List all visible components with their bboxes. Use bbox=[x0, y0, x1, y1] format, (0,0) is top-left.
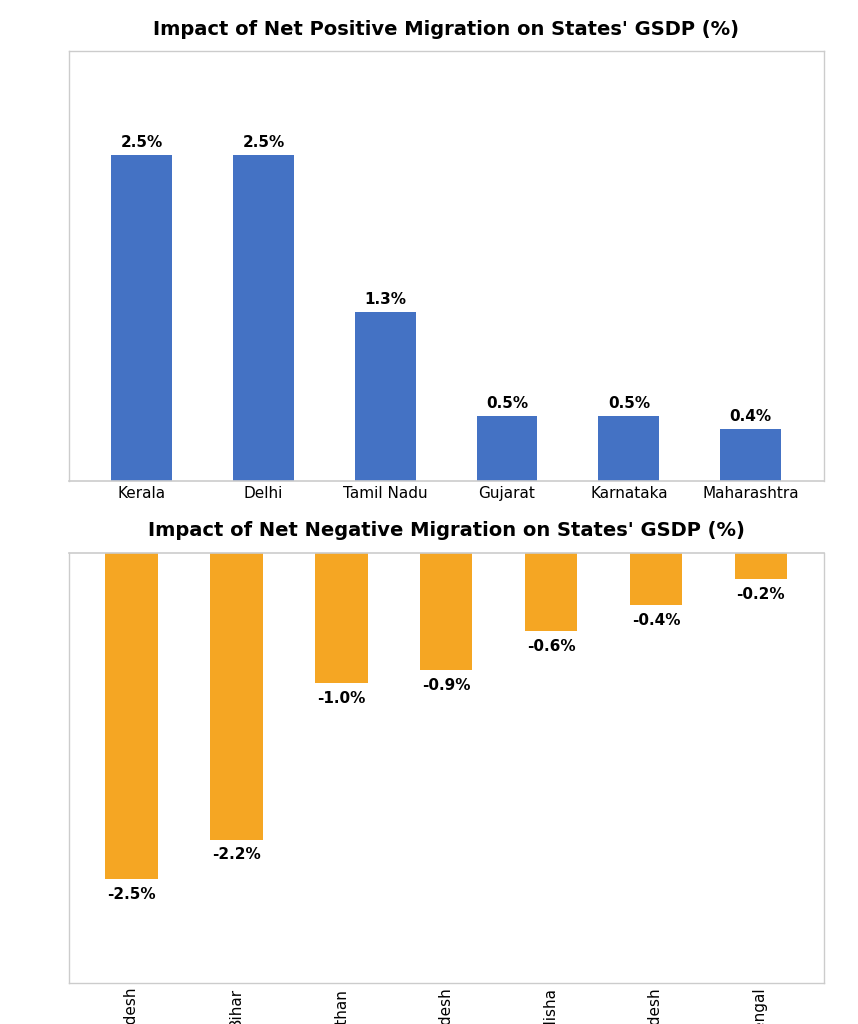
Title: Impact of Net Positive Migration on States' GSDP (%): Impact of Net Positive Migration on Stat… bbox=[154, 19, 739, 39]
Text: -0.2%: -0.2% bbox=[736, 587, 785, 602]
Text: 2.5%: 2.5% bbox=[121, 135, 163, 151]
Text: -0.9%: -0.9% bbox=[422, 678, 470, 693]
Bar bbox=[315, 553, 367, 683]
Text: -0.4%: -0.4% bbox=[631, 613, 680, 628]
Bar bbox=[112, 156, 172, 481]
Bar bbox=[525, 553, 577, 631]
Text: 0.5%: 0.5% bbox=[486, 396, 529, 411]
Bar bbox=[106, 553, 158, 879]
Bar bbox=[630, 553, 682, 605]
Bar bbox=[476, 416, 537, 481]
Bar bbox=[233, 156, 294, 481]
Bar bbox=[210, 553, 263, 840]
Text: -1.0%: -1.0% bbox=[317, 691, 366, 707]
Bar bbox=[734, 553, 787, 579]
Bar bbox=[420, 553, 473, 671]
Text: 2.5%: 2.5% bbox=[242, 135, 285, 151]
Text: 0.5%: 0.5% bbox=[607, 396, 650, 411]
Text: -2.5%: -2.5% bbox=[107, 887, 156, 901]
Bar bbox=[720, 429, 781, 481]
Title: Impact of Net Negative Migration on States' GSDP (%): Impact of Net Negative Migration on Stat… bbox=[148, 521, 745, 541]
Bar bbox=[355, 312, 416, 481]
Text: 1.3%: 1.3% bbox=[365, 292, 407, 306]
Text: 0.4%: 0.4% bbox=[729, 409, 771, 424]
Text: -2.2%: -2.2% bbox=[212, 848, 261, 862]
Bar bbox=[598, 416, 659, 481]
Text: -0.6%: -0.6% bbox=[527, 639, 576, 654]
